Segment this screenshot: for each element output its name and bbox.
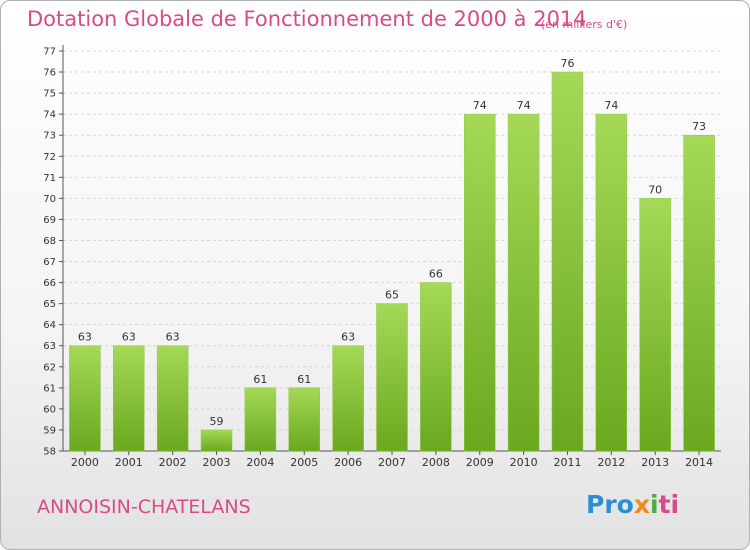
x-tick-label-2005: 2005 bbox=[290, 456, 318, 469]
x-tick-label-2000: 2000 bbox=[71, 456, 99, 469]
x-tick-label-2009: 2009 bbox=[466, 456, 494, 469]
bar-2002 bbox=[156, 345, 189, 452]
x-tick-label-2002: 2002 bbox=[159, 456, 187, 469]
bar-2011 bbox=[551, 71, 584, 452]
y-tick-label: 67 bbox=[43, 257, 56, 268]
y-tick-label: 61 bbox=[43, 383, 56, 394]
data-label-2014: 73 bbox=[692, 120, 706, 133]
y-tick-label: 72 bbox=[43, 152, 56, 163]
bar-2004 bbox=[244, 387, 277, 452]
data-label-2008: 66 bbox=[429, 268, 443, 281]
y-tick-label: 68 bbox=[43, 236, 56, 247]
data-label-2006: 63 bbox=[341, 331, 355, 344]
commune-name: ANNOISIN-CHATELANS bbox=[37, 496, 251, 518]
y-tick-label: 75 bbox=[43, 89, 56, 100]
logo-part-2: x bbox=[633, 490, 650, 519]
y-tick-label: 59 bbox=[43, 425, 56, 436]
x-tick-label-2012: 2012 bbox=[597, 456, 625, 469]
data-labels: 63 63 63 59 61 61 63 65 66 74 74 76 74 70 73 bbox=[78, 57, 706, 428]
bars bbox=[69, 71, 715, 452]
data-label-2010: 74 bbox=[517, 99, 531, 112]
y-tick-label: 73 bbox=[43, 131, 56, 142]
y-tick-label: 74 bbox=[43, 110, 56, 121]
x-tick-label-2003: 2003 bbox=[203, 456, 231, 469]
logo-part-3: i bbox=[649, 490, 659, 519]
data-label-2013: 70 bbox=[648, 183, 662, 196]
x-tick-label-2006: 2006 bbox=[334, 456, 362, 469]
data-label-2004: 61 bbox=[253, 373, 267, 386]
chart-title: Dotation Globale de Fonctionnement de 20… bbox=[27, 7, 587, 31]
bar-2000 bbox=[69, 345, 101, 452]
data-label-2009: 74 bbox=[473, 99, 487, 112]
bar-2009 bbox=[463, 113, 496, 452]
x-tick-label-2010: 2010 bbox=[510, 456, 538, 469]
bar-2014 bbox=[683, 134, 715, 452]
y-tick-label: 65 bbox=[43, 299, 56, 310]
bar-2012 bbox=[595, 113, 628, 452]
bar-2007 bbox=[376, 303, 408, 452]
y-tick-label: 58 bbox=[43, 447, 56, 458]
data-label-2007: 65 bbox=[385, 289, 399, 302]
y-tick-label: 64 bbox=[43, 320, 56, 331]
y-tick-label: 70 bbox=[43, 194, 56, 205]
y-tick-label: 66 bbox=[43, 278, 56, 289]
x-tick-label-2013: 2013 bbox=[641, 456, 669, 469]
data-label-2001: 63 bbox=[122, 331, 136, 344]
logo-part-4: ti bbox=[658, 490, 680, 519]
data-label-2002: 63 bbox=[166, 331, 180, 344]
chart-subtitle: (en milliers d'€) bbox=[541, 18, 628, 31]
x-tick-label-2001: 2001 bbox=[115, 456, 143, 469]
bar-2010 bbox=[507, 113, 540, 452]
x-tick-label-2007: 2007 bbox=[378, 456, 406, 469]
bar-2005 bbox=[288, 387, 321, 452]
bar-2006 bbox=[332, 345, 364, 452]
bar-2008 bbox=[420, 282, 452, 452]
data-label-2003: 59 bbox=[210, 415, 224, 428]
data-label-2011: 76 bbox=[560, 57, 574, 70]
bar-2013 bbox=[639, 198, 671, 452]
logo-part-1: Pro bbox=[586, 490, 634, 519]
x-tick-label-2014: 2014 bbox=[685, 456, 713, 469]
data-label-2000: 63 bbox=[78, 331, 92, 344]
y-tick-label: 62 bbox=[43, 362, 56, 373]
y-tick-label: 71 bbox=[43, 173, 56, 184]
x-tick-label-2008: 2008 bbox=[422, 456, 450, 469]
x-tick-label-2004: 2004 bbox=[246, 456, 274, 469]
bar-2001 bbox=[113, 345, 145, 452]
proxiti-logo[interactable]: Proxiti bbox=[586, 490, 679, 519]
y-tick-label: 69 bbox=[43, 215, 56, 226]
data-label-2005: 61 bbox=[297, 373, 311, 386]
bar-2003 bbox=[200, 429, 233, 452]
y-tick-label: 77 bbox=[43, 47, 56, 58]
x-tick-label-2011: 2011 bbox=[553, 456, 581, 469]
y-tick-label: 60 bbox=[43, 404, 56, 415]
data-label-2012: 74 bbox=[604, 99, 618, 112]
y-tick-label: 63 bbox=[43, 341, 56, 352]
y-tick-label: 76 bbox=[43, 68, 56, 79]
